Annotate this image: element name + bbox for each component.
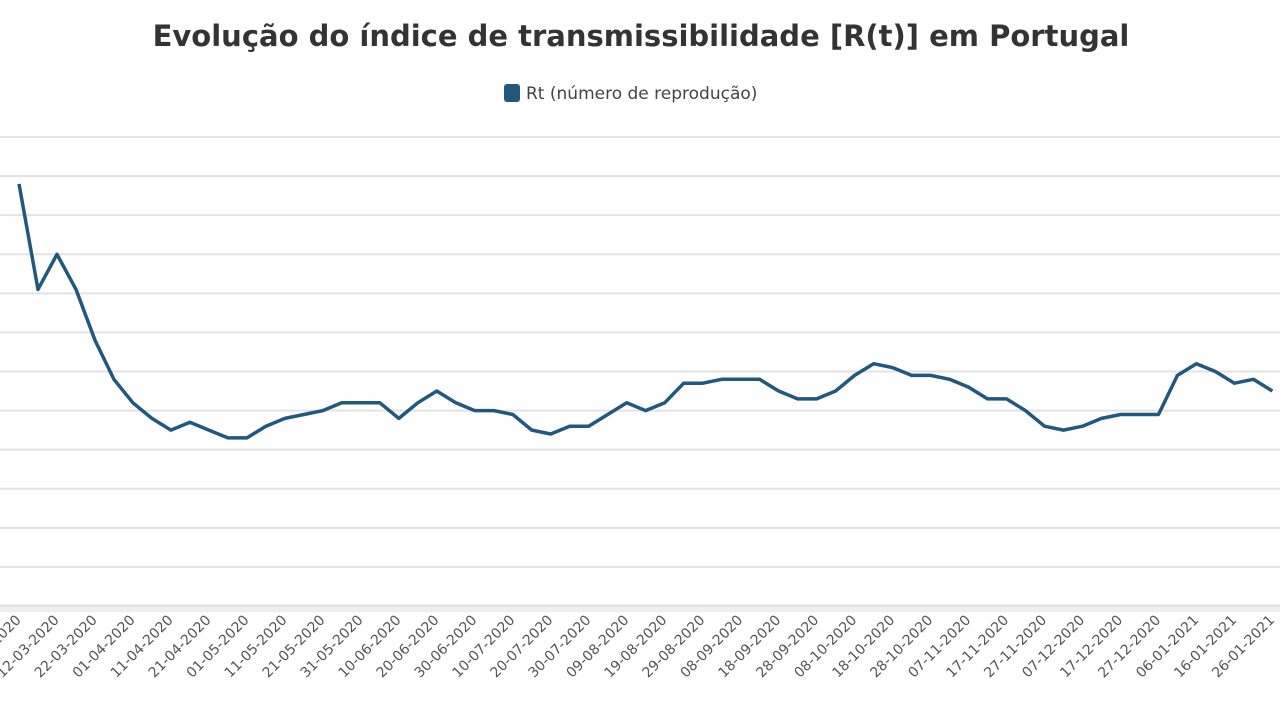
x-axis-band: [0, 604, 1280, 612]
chart-title: Evolução do índice de transmissibilidade…: [153, 19, 1130, 53]
data-line: [17, 183, 1274, 440]
legend-label: Rt (número de reprodução): [526, 84, 757, 104]
legend-swatch: [504, 84, 520, 102]
